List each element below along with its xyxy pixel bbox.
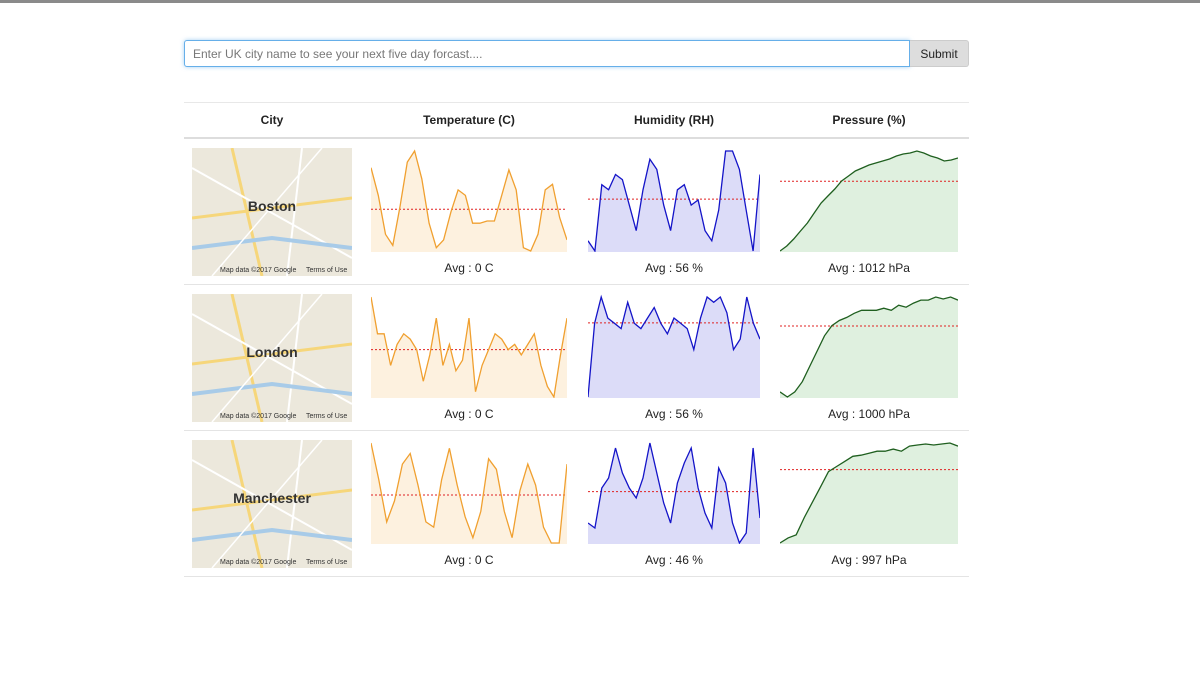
header-cell: Pressure (%) <box>832 113 906 127</box>
humidity-line <box>588 294 760 398</box>
temperature-average: Avg : 0 C <box>444 261 494 275</box>
pressure-sparkline <box>780 150 958 252</box>
pressure-line <box>780 296 958 398</box>
pressure-average: Avg : 1012 hPa <box>828 261 910 275</box>
map-thumbnail: London Map data ©2017 Google Terms of Use <box>192 294 352 422</box>
map-road <box>192 342 352 366</box>
pressure-average: Avg : 1000 hPa <box>828 407 910 421</box>
table-row: Manchester Map data ©2017 Google Terms of … <box>184 431 969 577</box>
map-road <box>230 440 264 568</box>
map-road <box>192 235 352 250</box>
humidity-line <box>588 442 760 544</box>
pressure-sparkline <box>780 296 958 398</box>
map-terms: Terms of Use <box>306 267 348 274</box>
humidity-sparkline <box>588 150 760 252</box>
table-row: Boston Map data ©2017 Google Terms of Use A… <box>184 139 969 285</box>
temperature-average: Avg : 0 C <box>444 553 494 567</box>
header-cell: Temperature (C) <box>423 113 515 127</box>
map-road <box>192 381 352 396</box>
header-cell: Humidity (RH) <box>634 113 714 127</box>
map-road <box>230 294 264 422</box>
map-attribution: Map data ©2017 Google <box>220 267 297 274</box>
pressure-sparkline <box>780 442 958 544</box>
submit-button[interactable]: Submit <box>910 40 969 67</box>
map-road <box>192 196 352 220</box>
map-thumbnail: Boston Map data ©2017 Google Terms of Use <box>192 148 352 276</box>
map-roads <box>192 294 352 422</box>
pressure-line <box>780 442 958 544</box>
map-attribution: Map data ©2017 Google <box>220 413 297 420</box>
header-cell: City <box>260 113 284 127</box>
map-road <box>192 527 352 542</box>
temperature-area <box>371 151 567 252</box>
map-thumbnail: Manchester Map data ©2017 Google Terms of … <box>192 440 352 568</box>
humidity-average: Avg : 56 % <box>645 261 703 275</box>
pressure-area <box>780 443 958 544</box>
pressure-area <box>780 151 958 252</box>
pressure-line <box>780 150 958 252</box>
temperature-sparkline <box>371 442 567 544</box>
temperature-area <box>371 443 567 544</box>
humidity-sparkline <box>588 294 760 398</box>
humidity-area <box>588 151 760 252</box>
map-attribution: Map data ©2017 Google <box>220 559 297 566</box>
humidity-sparkline <box>588 442 760 544</box>
humidity-average: Avg : 46 % <box>645 553 703 567</box>
humidity-area <box>588 443 760 544</box>
temperature-sparkline <box>371 296 567 398</box>
search-form: Submit <box>184 40 969 67</box>
map-city-label: London <box>246 344 298 360</box>
temperature-area <box>371 297 567 398</box>
temperature-line <box>371 296 567 398</box>
map-city-label: Boston <box>247 198 297 214</box>
temperature-line <box>371 149 567 252</box>
pressure-area <box>780 297 958 398</box>
map-road <box>211 148 323 276</box>
temperature-sparkline <box>371 149 567 252</box>
temperature-line <box>371 442 567 544</box>
header-row: City Temperature (C) Humidity (RH) Press… <box>184 102 969 139</box>
table-row: London Map data ©2017 Google Terms of Use A… <box>184 285 969 431</box>
map-road <box>211 440 323 568</box>
map-city-label: Manchester <box>233 490 311 506</box>
map-road <box>286 294 303 422</box>
map-road <box>286 440 303 568</box>
forecast-table: City Temperature (C) Humidity (RH) Press… <box>184 102 969 577</box>
map-road <box>192 488 352 512</box>
top-bar <box>0 0 1200 3</box>
map-terms: Terms of Use <box>306 413 348 420</box>
humidity-area <box>588 297 760 398</box>
map-road <box>230 148 264 276</box>
humidity-line <box>588 150 760 252</box>
map-road <box>211 294 323 422</box>
pressure-average: Avg : 997 hPa <box>831 553 907 567</box>
map-road <box>286 148 303 276</box>
table-body: Boston Map data ©2017 Google Terms of Use A… <box>184 139 969 577</box>
city-input[interactable] <box>184 40 910 67</box>
map-terms: Terms of Use <box>306 559 348 566</box>
temperature-average: Avg : 0 C <box>444 407 494 421</box>
map-roads <box>192 148 352 276</box>
humidity-average: Avg : 56 % <box>645 407 703 421</box>
map-roads <box>192 440 352 568</box>
